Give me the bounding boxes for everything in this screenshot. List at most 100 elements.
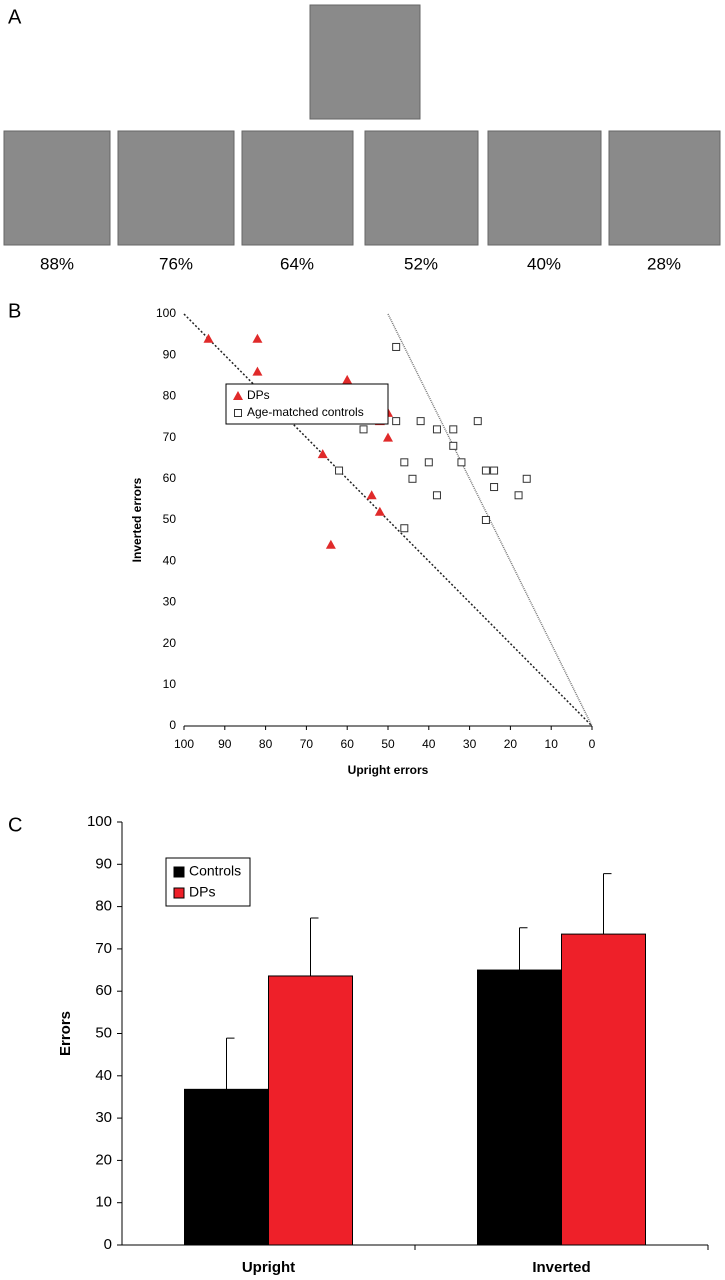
x-tick-label: 50	[381, 737, 395, 751]
data-point	[400, 458, 409, 467]
y-tick-label: 60	[95, 982, 112, 999]
data-point	[366, 490, 377, 500]
error-bar	[226, 1037, 235, 1090]
y-tick-label: 70	[163, 430, 177, 444]
x-tick-label: 100	[174, 737, 194, 751]
data-point	[335, 466, 344, 475]
data-point	[481, 516, 490, 524]
y-tick-label: 90	[163, 347, 177, 361]
bar	[561, 933, 646, 1246]
error-bar	[310, 917, 319, 976]
morph-label: 76%	[159, 254, 193, 273]
data-point	[252, 333, 263, 343]
data-point	[457, 458, 466, 467]
legend-label: DPs	[189, 884, 215, 900]
legend-marker	[233, 391, 243, 400]
data-point	[408, 474, 417, 483]
face-images	[3, 4, 721, 246]
data-point	[522, 474, 531, 483]
x-tick-label: 80	[259, 737, 273, 751]
data-point	[392, 342, 401, 351]
y-tick-label: 10	[163, 677, 177, 691]
data-point	[342, 374, 353, 384]
morph-label: 40%	[527, 254, 561, 273]
error-bar	[603, 873, 612, 935]
data-point	[514, 491, 523, 500]
legend-swatch	[173, 866, 185, 878]
y-tick-label: 0	[169, 718, 176, 732]
face	[117, 130, 235, 246]
morph-label: 64%	[280, 254, 314, 273]
bar	[477, 969, 562, 1246]
face	[364, 130, 479, 246]
x-tick-label: 60	[341, 737, 355, 751]
x-tick-label: 40	[422, 737, 436, 751]
morph-label: 28%	[647, 254, 681, 273]
face	[241, 130, 354, 246]
data-point	[325, 539, 336, 549]
data-point	[449, 425, 458, 434]
reference-line	[183, 313, 593, 727]
data-point	[432, 491, 441, 500]
panel-label: C	[8, 814, 22, 836]
morph-label: 88%	[40, 254, 74, 273]
data-point	[424, 458, 433, 467]
data-point	[473, 417, 482, 426]
y-tick-label: 70	[95, 940, 112, 957]
y-tick-label: 40	[95, 1067, 112, 1084]
x-tick-label: 30	[463, 737, 477, 751]
y-tick-label: 20	[95, 1151, 112, 1168]
y-axis-label: Errors	[57, 1011, 74, 1056]
legend-label: Age-matched controls	[247, 405, 364, 419]
legend-box	[225, 383, 389, 425]
y-tick-label: 90	[95, 855, 112, 872]
legend-swatch	[173, 887, 185, 899]
y-tick-label: 0	[104, 1236, 112, 1253]
face	[487, 130, 602, 246]
bar	[268, 975, 353, 1246]
morph-label: 52%	[404, 254, 438, 273]
bar	[184, 1088, 269, 1246]
panel-label: B	[8, 300, 21, 322]
y-tick-label: 80	[163, 389, 177, 403]
data-point	[481, 466, 490, 475]
face	[3, 130, 111, 246]
legend-label: DPs	[247, 388, 270, 402]
y-tick-label: 30	[95, 1109, 112, 1126]
data-point	[490, 483, 499, 492]
data-point	[490, 466, 499, 475]
data-point	[449, 441, 458, 450]
data-point	[432, 425, 441, 434]
x-tick-label: Inverted	[532, 1259, 590, 1276]
panel-label: A	[8, 6, 22, 28]
target-face	[309, 4, 421, 120]
data-point	[383, 432, 393, 442]
x-tick-label: 90	[218, 737, 232, 751]
data-point	[317, 449, 328, 459]
data-point	[416, 417, 425, 426]
error-bar	[519, 927, 528, 971]
y-tick-label: 20	[163, 636, 177, 650]
y-tick-label: 50	[95, 1024, 112, 1041]
y-tick-label: 30	[163, 595, 177, 609]
y-tick-label: 50	[163, 512, 177, 526]
y-tick-label: 100	[87, 813, 112, 830]
y-tick-label: 100	[156, 306, 176, 320]
x-tick-label: Upright	[242, 1259, 295, 1276]
data-point	[374, 506, 385, 516]
y-axis-label: Inverted errors	[130, 477, 144, 562]
data-point	[359, 425, 368, 434]
data-point	[252, 366, 263, 376]
x-tick-label: 70	[300, 737, 314, 751]
data-point	[392, 417, 401, 426]
legend-label: Controls	[189, 863, 241, 879]
reference-line	[387, 313, 593, 727]
data-point	[400, 524, 409, 533]
y-tick-label: 10	[95, 1194, 112, 1211]
x-tick-label: 20	[504, 737, 518, 751]
legend-marker	[234, 409, 242, 417]
y-tick-label: 40	[163, 553, 177, 567]
y-tick-label: 80	[95, 898, 112, 915]
x-axis-label: Upright errors	[348, 763, 429, 777]
